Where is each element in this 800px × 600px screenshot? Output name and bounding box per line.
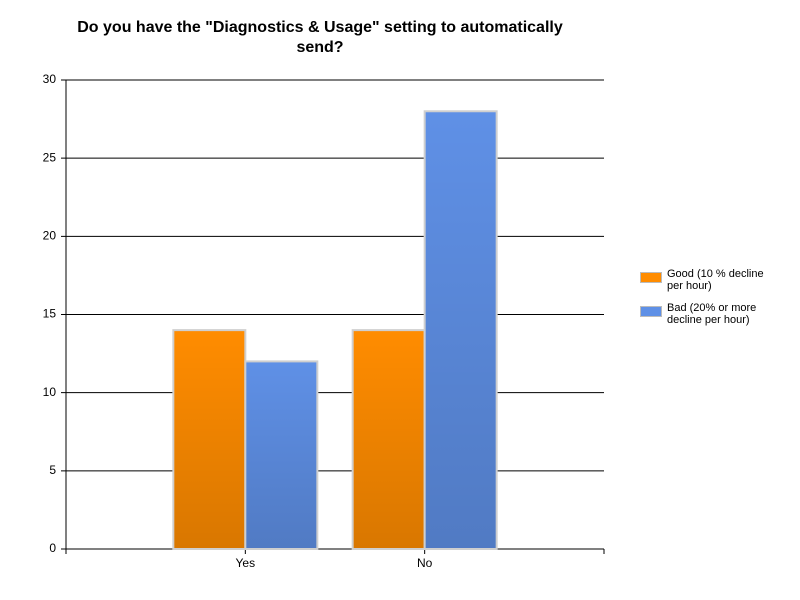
y-tick-label: 0: [49, 541, 56, 555]
y-tick-label: 15: [43, 307, 57, 321]
legend-swatch: [640, 272, 662, 283]
y-tick-label: 5: [49, 463, 56, 477]
x-tick-label: Yes: [236, 556, 256, 570]
y-tick-label: 10: [43, 385, 57, 399]
y-tick-label: 25: [43, 150, 57, 164]
bar-shade: [246, 362, 317, 548]
bar-shade: [425, 112, 496, 549]
bar-shade: [353, 331, 424, 548]
x-tick-label: No: [417, 556, 433, 570]
y-tick-label: 20: [43, 229, 57, 243]
legend-label: Bad (20% or more decline per hour): [667, 302, 757, 326]
legend-label: Good (10 % decline per hour): [667, 268, 764, 292]
chart-title: Do you have the "Diagnostics & Usage" se…: [77, 19, 563, 56]
y-tick-label: 30: [43, 72, 57, 86]
legend-item: Bad (20% or more decline per hour): [640, 302, 790, 326]
bar-shade: [174, 331, 245, 548]
legend-swatch: [640, 306, 662, 317]
legend-item: Good (10 % decline per hour): [640, 268, 790, 292]
legend: Good (10 % decline per hour) Bad (20% or …: [640, 268, 790, 336]
